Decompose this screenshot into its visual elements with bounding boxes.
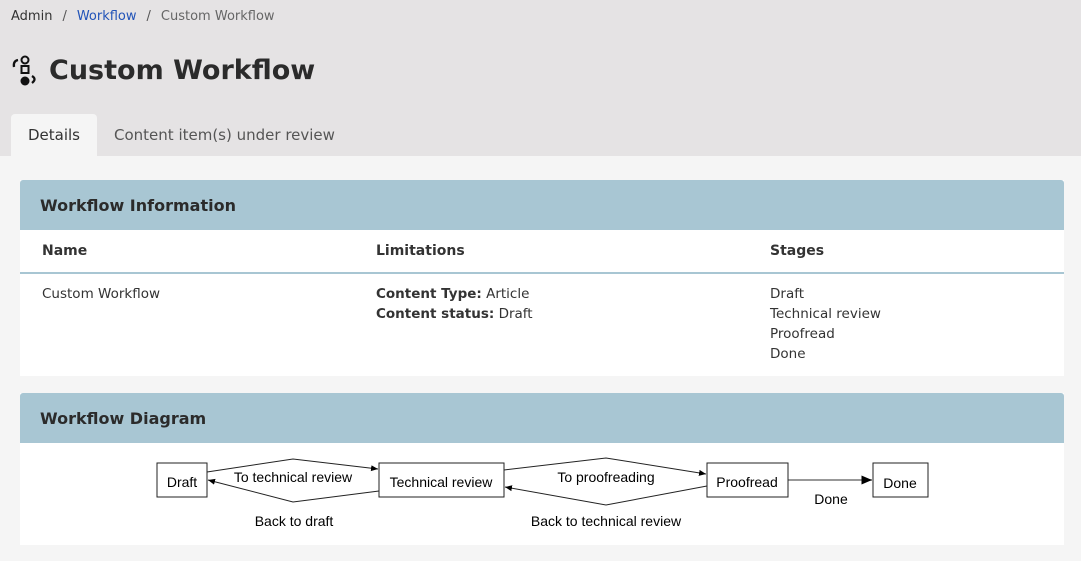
tab-bar: Details Content item(s) under review [11,114,352,156]
separator: / [62,9,67,24]
stage: Draft [770,286,805,302]
separator: / [146,9,151,24]
limitation-value: Draft [498,306,533,322]
node-done [872,462,929,498]
breadcrumb-workflow[interactable]: Workflow [76,9,137,24]
limitation-label: Content Type: [376,286,482,302]
edge-label: Done [814,491,848,507]
header-stages: Stages [770,243,825,259]
page-header: Custom Workflow [11,54,315,86]
node-draft [156,462,208,498]
workflow-information-panel: Workflow Information Name Limitations St… [20,180,1064,376]
tab-content-under-review[interactable]: Content item(s) under review [114,126,335,144]
stage: Technical review [770,306,881,322]
edge-back-to-technical-review [504,485,708,506]
workflow-name: Custom Workflow [42,286,160,302]
breadcrumb-current: Custom Workflow [160,9,275,24]
tab-details[interactable]: Details [11,114,98,156]
edge-to-proofreading [503,457,707,476]
limitations-cell: Content Type: Article Content status: Dr… [376,284,533,324]
header-limitations: Limitations [376,243,465,259]
edge-to-technical-review [206,458,379,473]
edge-label: To proofreading [557,469,654,485]
limitation-label: Content status: [376,306,495,322]
workflow-icon [12,55,36,86]
stage: Proofread [770,326,835,342]
header-name: Name [42,243,88,259]
node-proofread [706,462,789,498]
breadcrumb-admin[interactable]: Admin [11,9,53,24]
node-label: Technical review [390,474,494,490]
workflow-diagram-panel: Workflow Diagram Draft Technical review … [20,393,1064,545]
table-header: Name Limitations Stages [20,230,1064,274]
edge-label: Back to draft [255,513,334,529]
node-label: Proofread [716,474,777,490]
edge-label: Back to technical review [531,513,682,529]
stages-cell: Draft Technical review Proofread Done [770,284,881,364]
edge-label: To technical review [234,469,353,485]
table-row: Custom Workflow Content Type: Article Co… [20,274,1064,376]
node-label: Draft [167,474,197,490]
page-title: Custom Workflow [49,54,316,86]
main-content: Workflow Information Name Limitations St… [0,156,1081,561]
node-label: Done [883,475,917,491]
panel-title: Workflow Diagram [20,393,1064,443]
edge-back-to-draft [207,478,380,503]
limitation-value: Article [486,286,530,302]
panel-title: Workflow Information [20,180,1064,230]
breadcrumb: Admin / Workflow / Custom Workflow [11,9,275,24]
workflow-diagram: Draft Technical review Proofread Done To… [156,457,929,529]
stage: Done [770,346,806,362]
node-technical-review [378,462,505,498]
